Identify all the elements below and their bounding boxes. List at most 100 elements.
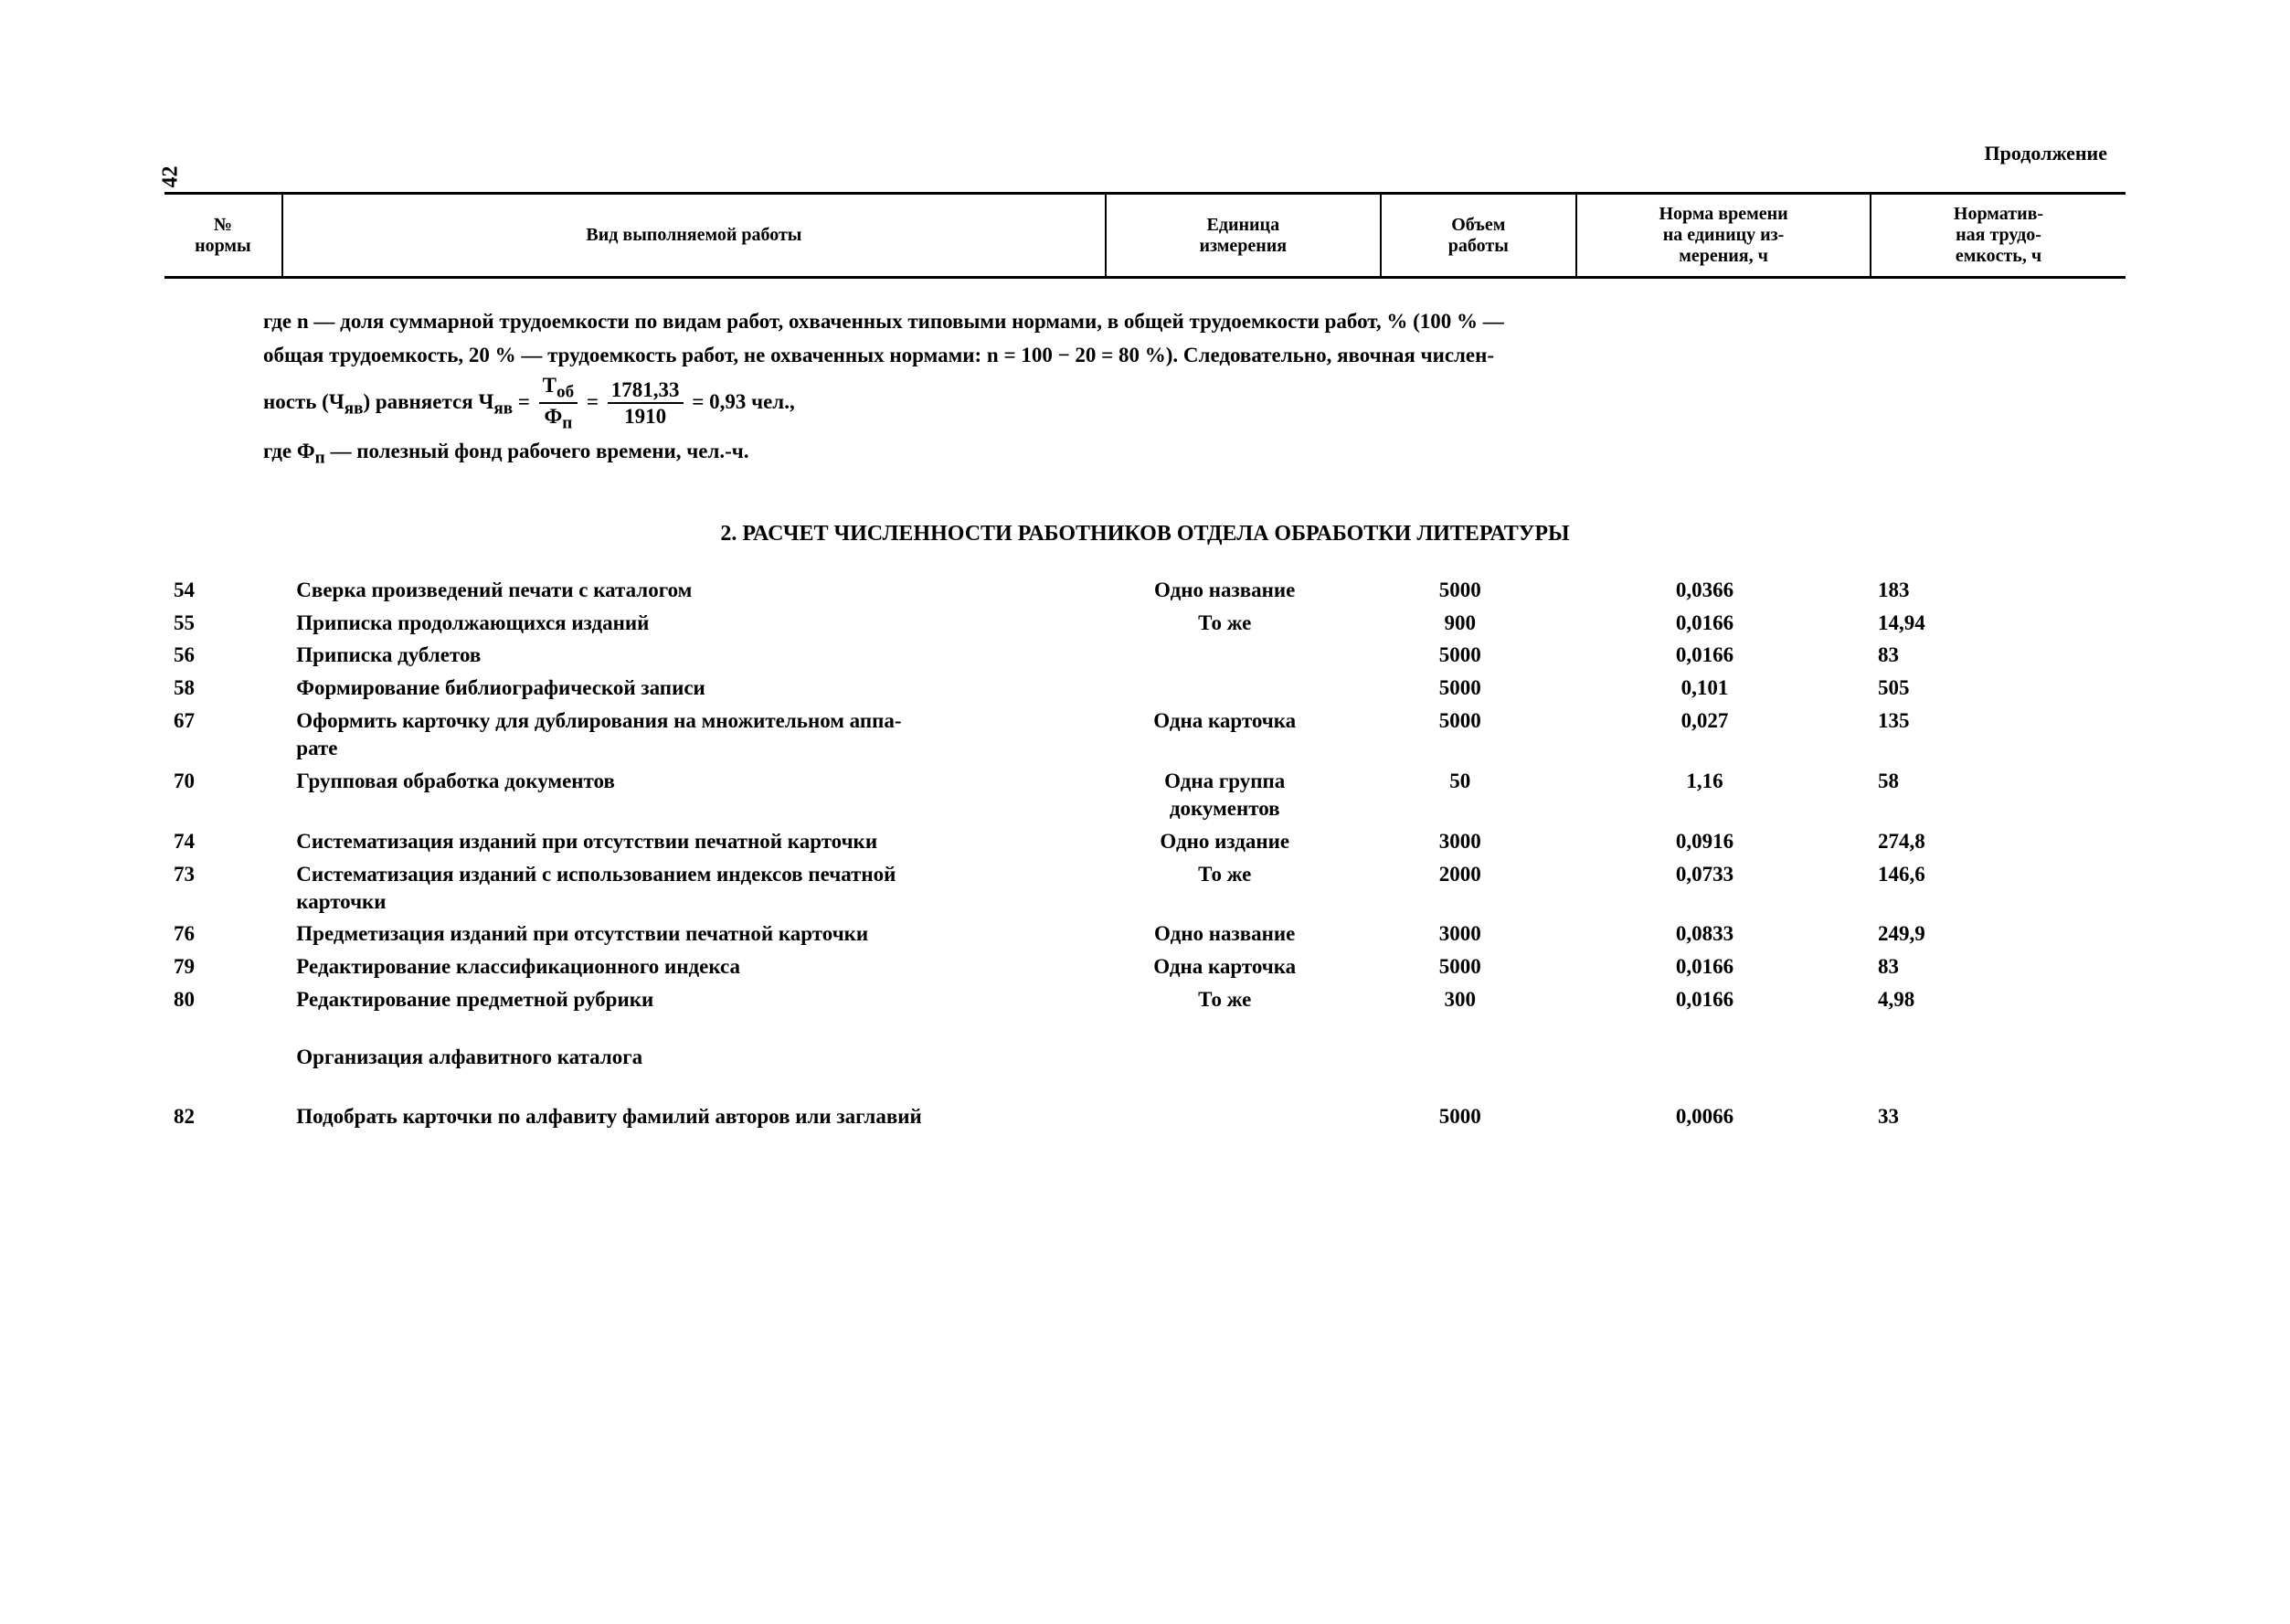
note-eq3: = — [692, 390, 709, 413]
cell-unit: Одно издание — [1088, 825, 1362, 858]
fraction-2: 1781,33 1910 — [608, 379, 684, 427]
table-row: 70Групповая обработка документовОдна гру… — [164, 765, 2126, 825]
cell-labor: 33 — [1850, 1085, 2126, 1133]
cell-labor: 14,94 — [1850, 607, 2126, 640]
frac1-num-sub: об — [557, 382, 574, 401]
section-rows: 54Сверка произведений печати с каталогом… — [164, 574, 2126, 1016]
cell-work: Групповая обработка документов — [291, 765, 1088, 825]
cell-work: Оформить карточку для дублирования на мн… — [291, 705, 1088, 765]
table-row: 56Приписка дублетов 50000,016683 — [164, 639, 2126, 672]
cell-volume: 900 — [1361, 607, 1559, 640]
cell-work: Формирование библиографической записи — [291, 672, 1088, 705]
cell-work: Систематизация изданий с использованием … — [291, 858, 1088, 918]
cell-work: Предметизация изданий при отсутствии печ… — [291, 918, 1088, 950]
cell-work: Подобрать карточки по алфавиту фамилий а… — [291, 1085, 1088, 1133]
cell-labor: 58 — [1850, 765, 2126, 825]
table-row: 74Систематизация изданий при отсутствии … — [164, 825, 2126, 858]
cell-labor: 83 — [1850, 639, 2126, 672]
cell-time: 0,0366 — [1559, 574, 1850, 607]
table-row: 82Подобрать карточки по алфавиту фамилий… — [164, 1085, 2126, 1133]
frac2-num: 1781,33 — [608, 379, 684, 404]
cell-norm-number: 56 — [164, 639, 291, 672]
note-eq1: = — [513, 390, 535, 413]
cell-labor: 505 — [1850, 672, 2126, 705]
header-work-type: Вид выполняемой работы — [282, 194, 1106, 278]
cell-time: 0,0916 — [1559, 825, 1850, 858]
cell-norm-number: 58 — [164, 672, 291, 705]
note-l4-rest: — полезный фонд рабочего времени, чел.-ч… — [325, 440, 749, 462]
cell-norm-number: 79 — [164, 950, 291, 983]
cell-norm-number: 74 — [164, 825, 291, 858]
frac1-den: Ф — [545, 405, 563, 428]
cell-volume: 50 — [1361, 765, 1559, 825]
header-time-norm: Норма времени на единицу из- мерения, ч — [1576, 194, 1871, 278]
cell-norm-number: 70 — [164, 765, 291, 825]
cell-time: 0,0166 — [1559, 950, 1850, 983]
table-row: 79Редактирование классификационного инде… — [164, 950, 2126, 983]
cell-work: Систематизация изданий при отсутствии пе… — [291, 825, 1088, 858]
cell-labor: 83 — [1850, 950, 2126, 983]
cell-unit: То же — [1088, 983, 1362, 1016]
cell-volume: 2000 — [1361, 858, 1559, 918]
note-l3-mid: ) равняется Ч — [363, 390, 493, 413]
cell-volume: 5000 — [1361, 1085, 1559, 1133]
cell-volume: 3000 — [1361, 918, 1559, 950]
note-line-1: где n — доля суммарной трудоемкости по в… — [263, 306, 2126, 336]
cell-work: Сверка произведений печати с каталогом — [291, 574, 1088, 607]
cell-norm-number: 54 — [164, 574, 291, 607]
cell-volume: 3000 — [1361, 825, 1559, 858]
cell-labor: 146,6 — [1850, 858, 2126, 918]
header-row: № нормы Вид выполняемой работы Единица и… — [164, 194, 2126, 278]
table-row: 58Формирование библиографической записи 5… — [164, 672, 2126, 705]
cell-time: 0,027 — [1559, 705, 1850, 765]
cell-unit — [1088, 1085, 1362, 1133]
cell-norm-number: 80 — [164, 983, 291, 1016]
cell-labor: 135 — [1850, 705, 2126, 765]
frac2-den: 1910 — [620, 404, 670, 427]
cell-time: 0,0166 — [1559, 983, 1850, 1016]
cell-unit — [1088, 639, 1362, 672]
cell-time: 0,0066 — [1559, 1085, 1850, 1133]
note-eq2: = — [587, 390, 604, 413]
note-l3-prefix: ность (Ч — [263, 390, 345, 413]
frac1-den-sub: п — [562, 414, 572, 433]
cell-time: 0,0166 — [1559, 639, 1850, 672]
cell-time: 0,0733 — [1559, 858, 1850, 918]
cell-unit: Одна группа документов — [1088, 765, 1362, 825]
table-row: 80Редактирование предметной рубрикиТо же… — [164, 983, 2126, 1016]
cell-volume: 5000 — [1361, 705, 1559, 765]
cell-labor: 274,8 — [1850, 825, 2126, 858]
subheading-row: Организация алфавитного каталога — [164, 1016, 2126, 1085]
cell-unit — [1088, 672, 1362, 705]
cell-unit: Одно название — [1088, 574, 1362, 607]
section-title: 2. РАСЧЕТ ЧИСЛЕННОСТИ РАБОТНИКОВ ОТДЕЛА … — [164, 522, 2126, 547]
header-table: № нормы Вид выполняемой работы Единица и… — [164, 192, 2126, 279]
frac1-num: Т — [543, 374, 557, 397]
page-number: 42 — [159, 166, 184, 188]
cell-time: 1,16 — [1559, 765, 1850, 825]
note-l3-sub2: яв — [493, 398, 513, 418]
note-result: 0,93 чел., — [709, 390, 795, 413]
note-line-2: общая трудоемкость, 20 % — трудоемкость … — [263, 340, 2126, 370]
table-row: 55Приписка продолжающихся изданийТо же90… — [164, 607, 2126, 640]
cell-norm-number: 82 — [164, 1085, 291, 1133]
subheading-text: Организация алфавитного каталога — [291, 1016, 1088, 1085]
cell-work: Приписка дублетов — [291, 639, 1088, 672]
cell-volume: 300 — [1361, 983, 1559, 1016]
formula-note: где n — доля суммарной трудоемкости по в… — [263, 306, 2126, 472]
cell-volume: 5000 — [1361, 639, 1559, 672]
table-row: 67Оформить карточку для дублирования на … — [164, 705, 2126, 765]
header-labor: Норматив- ная трудо- емкость, ч — [1871, 194, 2126, 278]
note-l4-prefix: где Ф — [263, 440, 315, 462]
cell-volume: 5000 — [1361, 950, 1559, 983]
note-l4-sub: п — [315, 449, 325, 468]
cell-labor: 183 — [1850, 574, 2126, 607]
note-line-4: где Фп — полезный фонд рабочего времени,… — [263, 436, 2126, 471]
table-row: 54Сверка произведений печати с каталогом… — [164, 574, 2126, 607]
cell-unit: То же — [1088, 607, 1362, 640]
header-norm-number: № нормы — [164, 194, 282, 278]
cell-norm-number: 55 — [164, 607, 291, 640]
cell-norm-number: 76 — [164, 918, 291, 950]
cell-time: 0,101 — [1559, 672, 1850, 705]
cell-time: 0,0833 — [1559, 918, 1850, 950]
